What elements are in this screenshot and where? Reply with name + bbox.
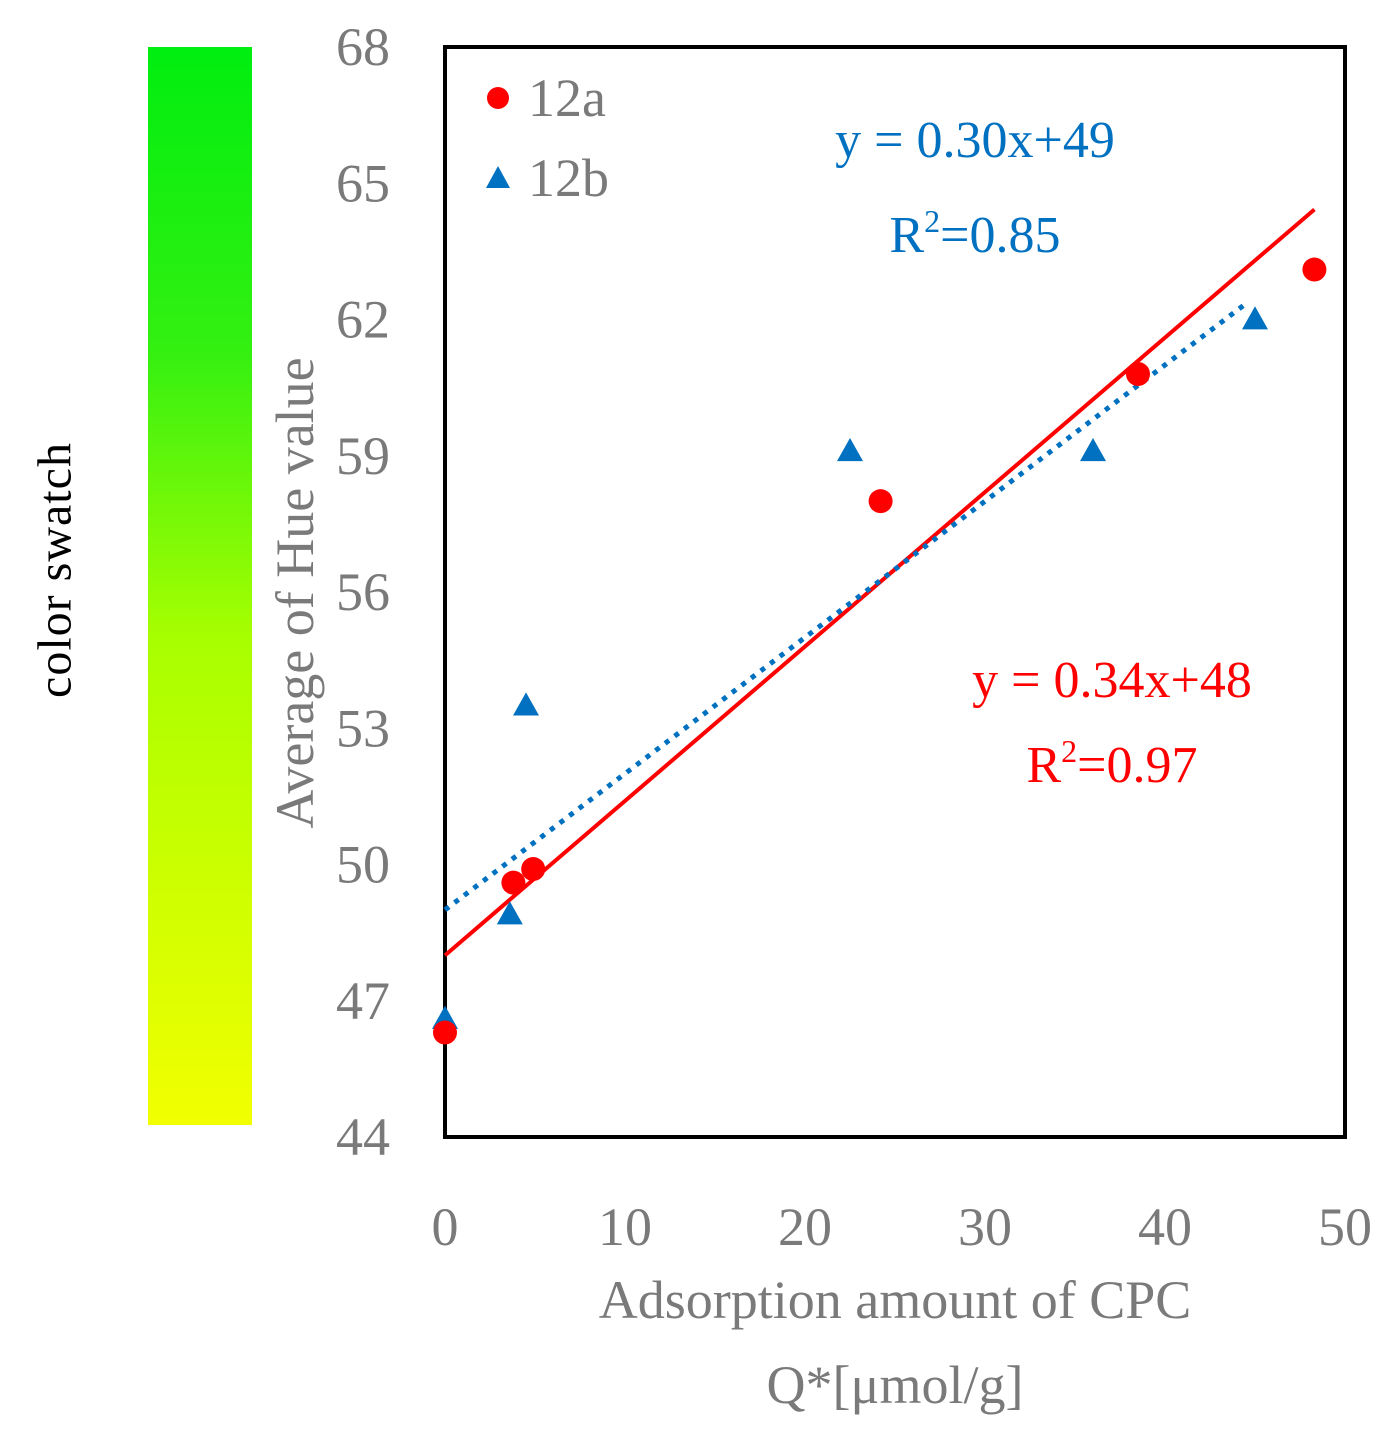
r-prefix-12a: R (1026, 737, 1061, 794)
x-tick-label: 40 (1138, 1197, 1192, 1257)
point-12a (1302, 257, 1327, 282)
y-tick-label: 53 (336, 698, 390, 758)
point-12a (1126, 362, 1150, 386)
y-tick-label: 56 (336, 562, 390, 622)
x-axis-title: Adsorption amount of CPC (599, 1270, 1192, 1330)
x-axis-unit: Q*[μmol/g] (767, 1355, 1024, 1415)
x-tick-label: 0 (432, 1197, 459, 1257)
x-tick-label: 20 (778, 1197, 832, 1257)
y-tick-label: 68 (336, 17, 390, 77)
x-tick-label: 50 (1318, 1197, 1372, 1257)
y-tick-label: 50 (336, 835, 390, 895)
y-tick-label: 44 (336, 1107, 390, 1167)
x-tick-label: 30 (958, 1197, 1012, 1257)
r-prefix-12b: R (889, 207, 924, 264)
trendlines (443, 207, 1316, 957)
legend-label-12b: 12b (528, 148, 609, 208)
point-12a (521, 857, 546, 882)
r-value-12b: =0.85 (940, 207, 1060, 264)
r-squared-12b: R2=0.85 (889, 203, 1060, 264)
r-value-12a: =0.97 (1077, 737, 1197, 794)
data-points (432, 257, 1327, 1045)
y-axis-title: Average of Hue value (265, 357, 325, 828)
point-12b (496, 901, 523, 925)
equation-12a: y = 0.34x+48 (972, 652, 1252, 709)
legend-marker-12b (486, 166, 510, 188)
point-12a (501, 870, 526, 895)
y-tick-label: 47 (336, 971, 390, 1031)
r-sup-12a: 2 (1061, 733, 1077, 769)
color-swatch-bar (148, 47, 252, 1125)
legend-marker-12a (487, 87, 509, 109)
legend-label-12a: 12a (528, 68, 606, 128)
x-tick-label: 10 (598, 1197, 652, 1257)
point-12b (513, 692, 539, 716)
plot-frame (443, 45, 1347, 1139)
point-12b (1242, 306, 1268, 330)
point-12b (837, 438, 863, 462)
point-12a (433, 1020, 457, 1045)
trendline-12b (443, 301, 1248, 912)
r-sup-12b: 2 (924, 203, 940, 239)
y-tick-label: 65 (336, 153, 390, 213)
point-12b (1080, 438, 1106, 462)
equation-12b: y = 0.30x+49 (835, 112, 1115, 169)
point-12a (868, 489, 893, 514)
tick-labels: 44 47 50 53 56 59 62 65 68 0 10 20 30 40 50 (336, 17, 1372, 1257)
legend: 12a 12b (486, 68, 609, 208)
y-tick-label: 62 (336, 290, 390, 350)
r-squared-12a: R2=0.97 (1026, 733, 1197, 794)
y-tick-label: 59 (336, 426, 390, 486)
